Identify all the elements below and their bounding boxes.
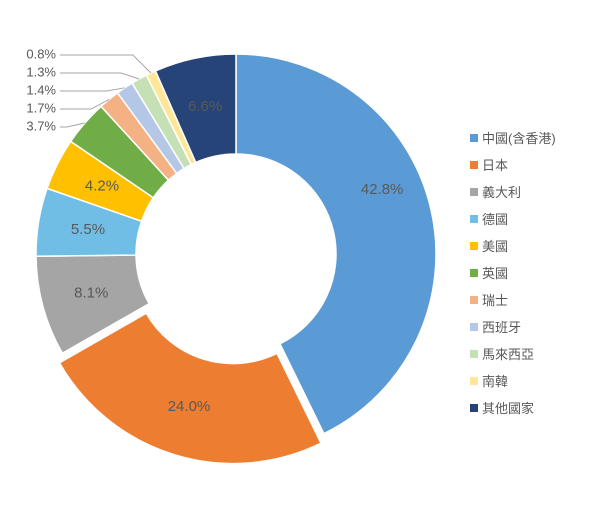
slice-1	[59, 313, 321, 463]
legend-label-4: 美國	[482, 236, 508, 255]
legend-label-2: 義大利	[482, 182, 521, 201]
legend-marker-7	[470, 323, 478, 331]
legend: 中國(含香港) 日本義大利德國美國英國瑞士西班牙馬來西亞南韓其他國家	[470, 128, 590, 425]
legend-label-7: 西班牙	[482, 317, 521, 336]
legend-marker-3	[470, 215, 478, 223]
legend-marker-1	[470, 161, 478, 169]
slice-label-6: 1.7%	[26, 100, 56, 115]
legend-label-8: 馬來西亞	[482, 344, 534, 363]
slice-label-9: 0.8%	[26, 46, 56, 61]
legend-item-1: 日本	[470, 155, 590, 174]
slice-label-1: 24.0%	[168, 398, 211, 415]
legend-marker-6	[470, 296, 478, 304]
legend-item-10: 其他國家	[470, 398, 590, 417]
leader-9	[60, 55, 151, 73]
legend-marker-2	[470, 188, 478, 196]
slice-label-2: 8.1%	[74, 284, 108, 301]
legend-item-3: 德國	[470, 209, 590, 228]
legend-label-10: 其他國家	[482, 398, 534, 417]
legend-marker-0	[470, 134, 478, 142]
legend-marker-9	[470, 377, 478, 385]
leader-7	[60, 88, 125, 91]
slice-label-8: 1.3%	[26, 64, 56, 79]
legend-label-3: 德國	[482, 209, 508, 228]
legend-marker-5	[470, 269, 478, 277]
legend-item-9: 南韓	[470, 371, 590, 390]
chart-container: 42.8% 24.0% 8.1% 5.5% 4.2% 3.7% 1.7% 1.4% 1.3% 0.…	[0, 0, 599, 508]
legend-label-9: 南韓	[482, 371, 508, 390]
slice-label-3: 5.5%	[71, 221, 105, 238]
legend-label-6: 瑞士	[482, 290, 508, 309]
legend-item-8: 馬來西亞	[470, 344, 590, 363]
legend-label-1: 日本	[482, 155, 508, 174]
donut-chart: 42.8% 24.0% 8.1% 5.5% 4.2% 3.7% 1.7% 1.4% 1.3% 0.…	[0, 0, 470, 508]
legend-marker-10	[470, 404, 478, 412]
slice-label-0: 42.8%	[361, 181, 404, 198]
slice-label-4: 4.2%	[85, 178, 119, 195]
legend-item-6: 瑞士	[470, 290, 590, 309]
legend-label-0: 中國(含香港)	[482, 128, 556, 147]
legend-item-2: 義大利	[470, 182, 590, 201]
leader-8	[60, 73, 139, 79]
legend-label-5: 英國	[482, 263, 508, 282]
legend-item-7: 西班牙	[470, 317, 590, 336]
legend-item-0: 中國(含香港)	[470, 128, 590, 147]
legend-marker-8	[470, 350, 478, 358]
legend-item-5: 英國	[470, 263, 590, 282]
legend-marker-4	[470, 242, 478, 250]
slice-label-7: 1.4%	[26, 82, 56, 97]
slice-label-10: 6.6%	[188, 98, 222, 115]
slice-label-5: 3.7%	[26, 118, 56, 133]
legend-item-4: 美國	[470, 236, 590, 255]
